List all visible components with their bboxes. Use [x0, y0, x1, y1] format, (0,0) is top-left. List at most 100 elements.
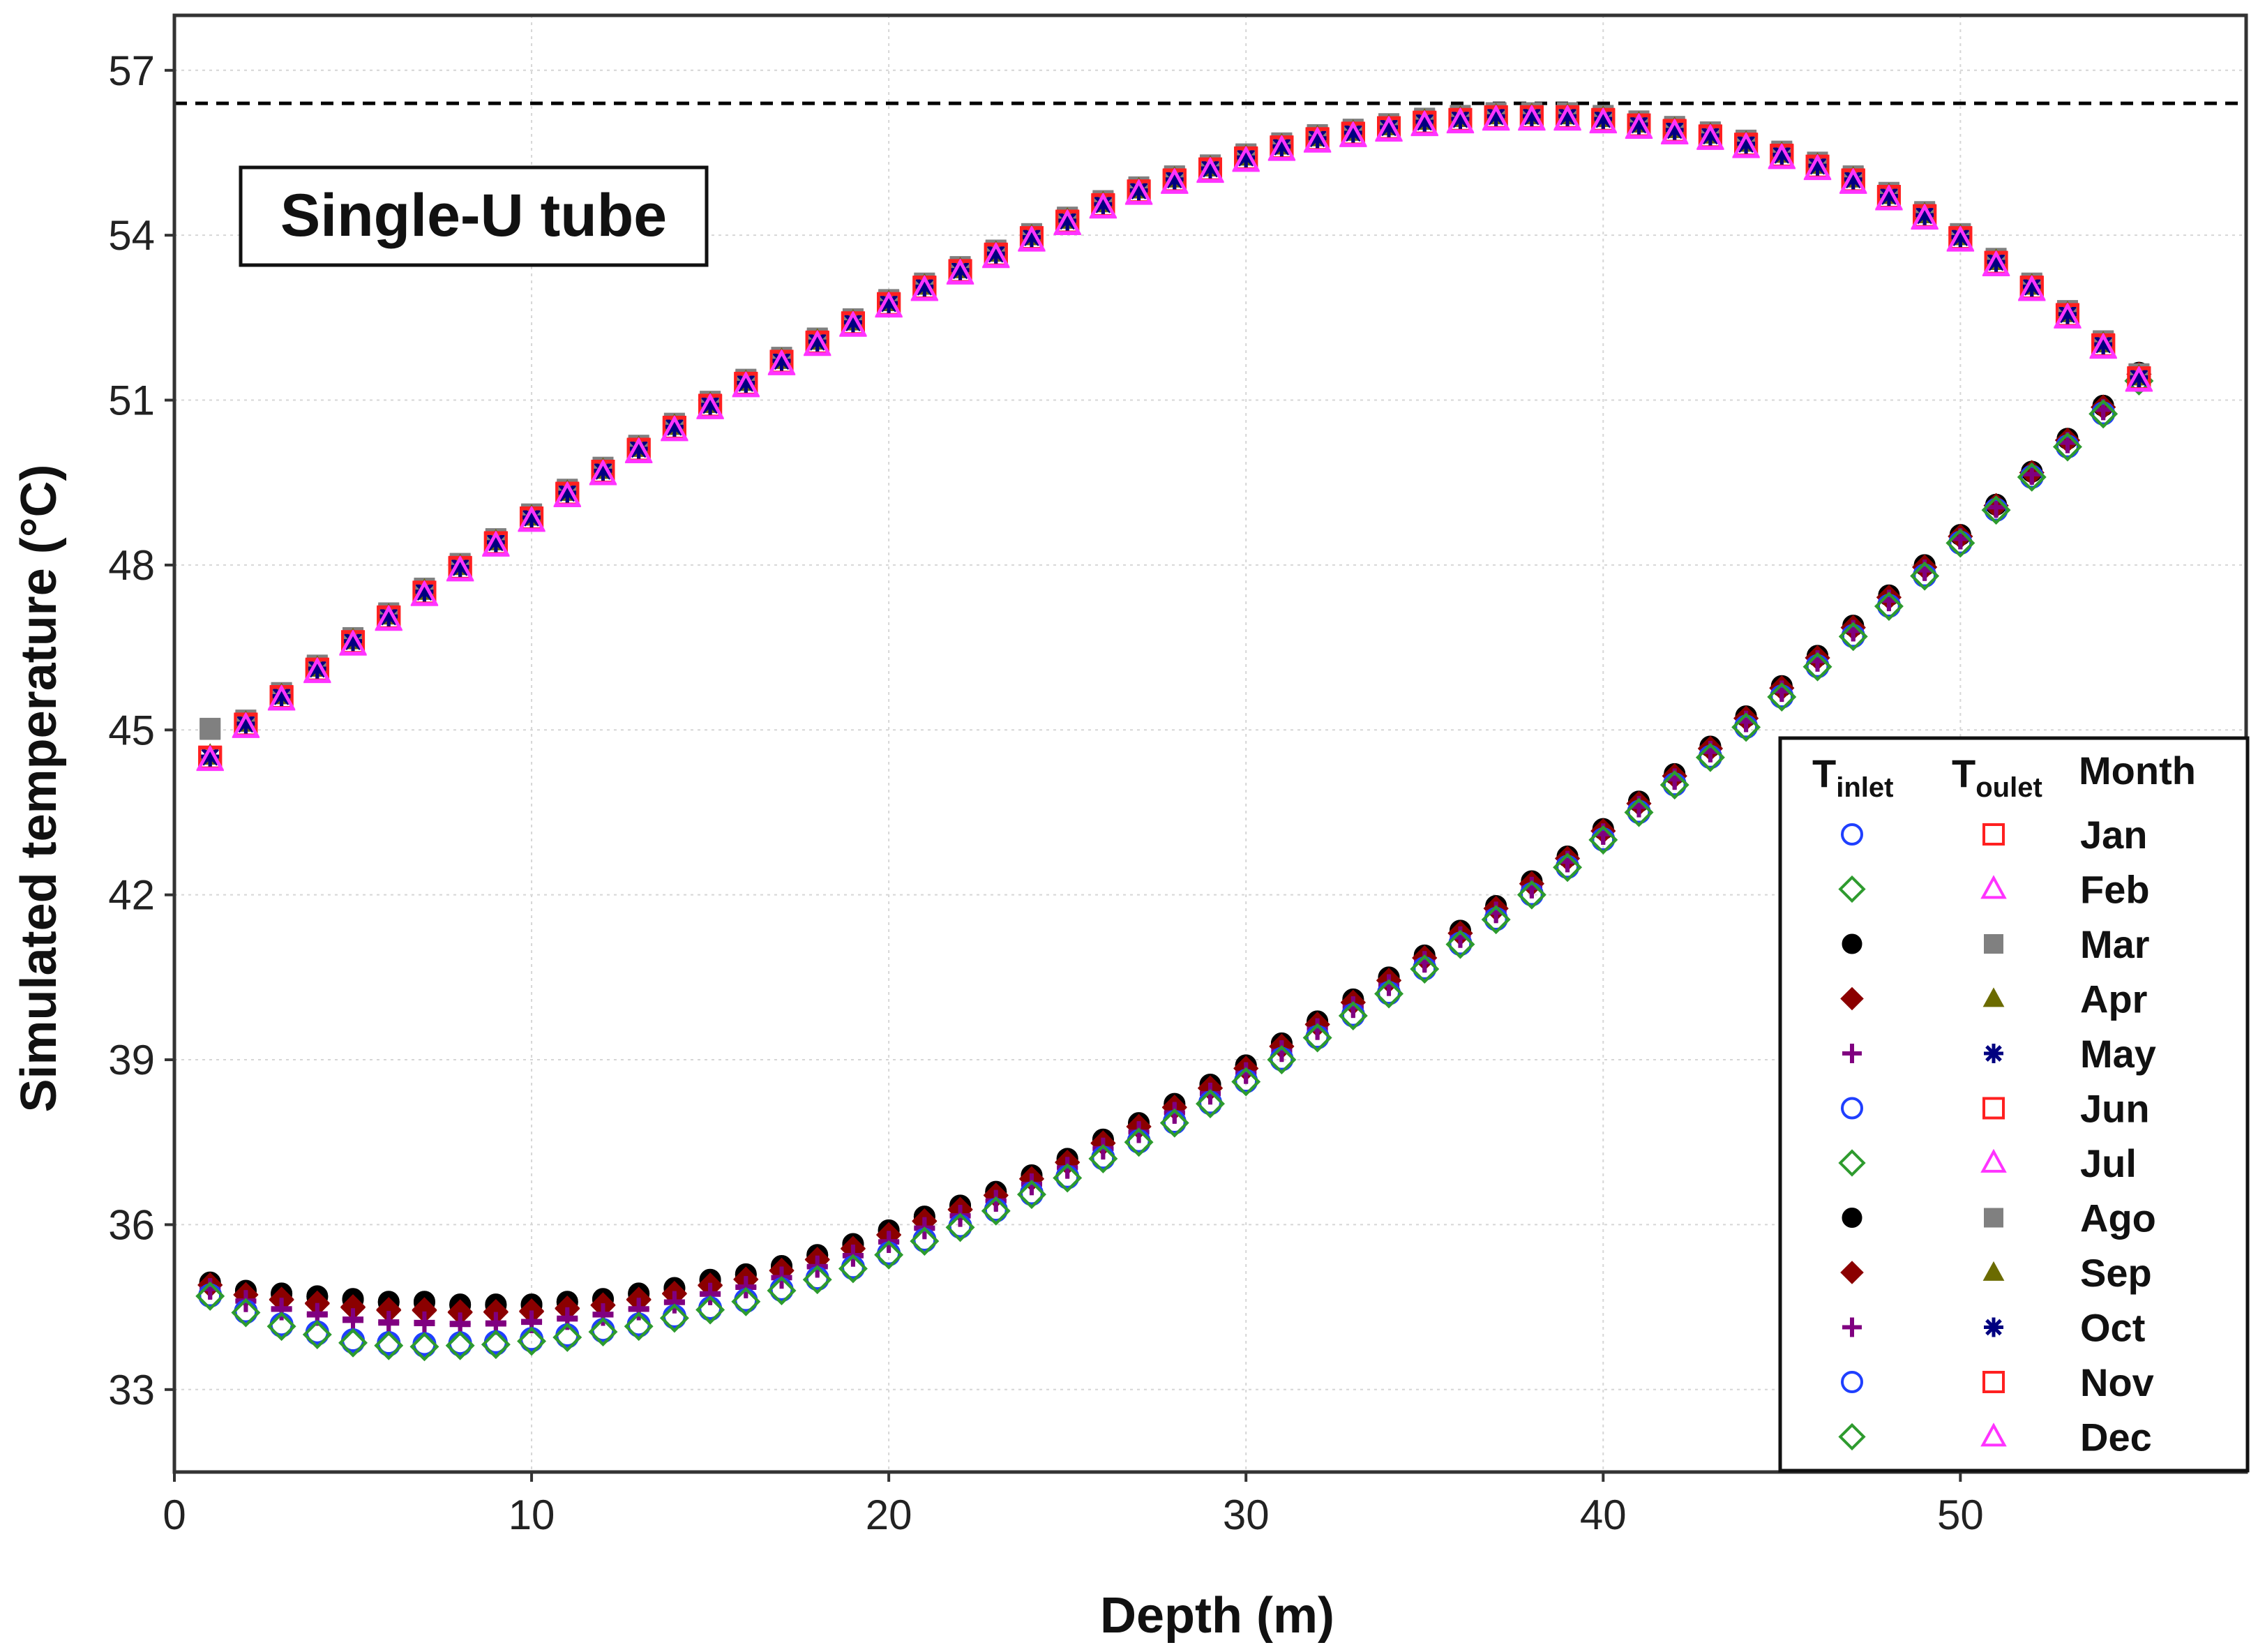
x-tick-label: 20 — [866, 1492, 912, 1538]
marker-shape — [1201, 160, 1219, 178]
marker-shape — [589, 460, 617, 486]
data-point-outlet-oct — [1235, 147, 1257, 169]
marker-shape — [2094, 336, 2112, 354]
marker-shape — [1767, 682, 1797, 712]
data-point-outlet-dec — [1625, 113, 1653, 140]
data-point-inlet-dec — [874, 1240, 903, 1270]
legend-marker-outlet — [1980, 1422, 2007, 1447]
legend-row-jul: Jul — [1838, 1141, 2137, 1185]
data-point-inlet-dec — [1302, 1023, 1332, 1053]
marker-shape — [1523, 107, 1541, 126]
data-point-inlet-oct — [378, 1313, 400, 1335]
data-point-outlet-dec — [232, 712, 260, 738]
marker-shape — [1517, 880, 1546, 910]
data-point-inlet-dec — [1410, 954, 1440, 984]
data-point-outlet-dec — [1803, 155, 1832, 181]
y-tick-label: 39 — [108, 1037, 155, 1083]
data-point-outlet-dec — [303, 657, 331, 684]
legend-row-dec: Dec — [1838, 1416, 2152, 1459]
data-point-inlet-dec — [767, 1276, 797, 1305]
marker-shape — [2053, 432, 2082, 462]
legend-label-sep: Sep — [2080, 1251, 2152, 1295]
data-point-inlet-dec — [910, 1226, 940, 1256]
marker-shape — [1982, 250, 2010, 277]
marker-shape — [624, 437, 653, 463]
legend-row-apr: Apr — [1840, 977, 2147, 1021]
legend-row-ago: Ago — [1842, 1196, 2156, 1240]
marker-shape — [767, 350, 796, 375]
y-tick-label: 51 — [108, 377, 155, 424]
y-tick-label: 48 — [108, 542, 155, 589]
marker-shape — [946, 259, 974, 285]
marker-shape — [1874, 592, 1904, 621]
marker-shape — [1018, 226, 1046, 252]
data-point-outlet-oct — [1378, 117, 1400, 138]
marker-shape — [1410, 110, 1439, 137]
marker-shape — [661, 416, 688, 442]
legend-marker-inlet — [1840, 986, 1864, 1011]
legend-marker-outlet — [1982, 987, 2005, 1007]
marker-shape — [1375, 116, 1403, 142]
data-point-outlet-dec — [1732, 133, 1760, 158]
marker-shape — [1841, 1097, 1863, 1120]
marker-shape — [2019, 465, 2044, 489]
data-point-inlet-dec — [1481, 905, 1511, 934]
data-point-inlet-dec — [1517, 880, 1546, 910]
marker-shape — [1058, 212, 1076, 230]
data-point-outlet-dec — [839, 311, 867, 337]
legend-label-jul: Jul — [2080, 1141, 2137, 1185]
marker-shape — [1946, 226, 1975, 252]
data-point-outlet-dec — [767, 350, 796, 375]
marker-shape — [910, 276, 939, 301]
data-point-outlet-dec — [661, 416, 688, 442]
marker-shape — [379, 608, 398, 626]
marker-shape — [915, 278, 933, 296]
marker-shape — [2023, 278, 2041, 296]
legend-label-nov: Nov — [2080, 1360, 2154, 1404]
data-point-inlet-dec — [695, 1295, 725, 1325]
marker-shape — [1731, 712, 1761, 742]
data-point-inlet-dec — [1981, 495, 2011, 525]
marker-shape — [767, 1276, 797, 1305]
data-point-inlet-dec — [624, 1312, 654, 1342]
marker-shape — [1023, 228, 1041, 246]
marker-shape — [1482, 105, 1510, 131]
marker-shape — [412, 1298, 437, 1323]
legend-row-mar: Mar — [1842, 922, 2150, 966]
data-point-outlet-dec — [1696, 124, 1724, 150]
data-point-outlet-dec — [267, 685, 296, 711]
marker-shape — [1553, 853, 1582, 883]
marker-shape — [1915, 206, 1934, 225]
marker-shape — [1451, 110, 1470, 128]
x-tick-label: 40 — [1580, 1492, 1627, 1538]
marker-shape — [2089, 333, 2118, 359]
data-point-outlet-dec — [910, 276, 939, 301]
marker-shape — [1911, 204, 1939, 230]
legend-marker-inlet — [1842, 933, 1862, 954]
data-point-inlet-dec — [1838, 622, 1868, 652]
marker-shape — [1701, 126, 1719, 145]
data-point-inlet-dec — [2088, 399, 2118, 429]
marker-shape — [1982, 823, 2005, 846]
data-point-inlet-dec — [409, 1332, 439, 1362]
marker-shape — [2088, 399, 2118, 429]
marker-shape — [201, 748, 219, 766]
legend-label-oct: Oct — [2080, 1306, 2145, 1350]
marker-shape — [695, 1295, 725, 1325]
marker-shape — [303, 657, 331, 684]
data-point-inlet-sep — [376, 1298, 402, 1323]
marker-shape — [517, 1326, 546, 1356]
data-point-inlet-dec — [302, 1320, 332, 1349]
data-point-outlet-dec — [1768, 144, 1796, 170]
marker-shape — [874, 1240, 903, 1270]
data-point-outlet-oct — [1950, 227, 1971, 248]
marker-shape — [236, 715, 255, 733]
marker-shape — [1232, 147, 1260, 172]
data-point-outlet-dec — [1517, 105, 1546, 131]
data-point-outlet-oct — [914, 276, 935, 298]
marker-shape — [1980, 875, 2007, 899]
legend-row-oct: Oct — [1842, 1306, 2145, 1350]
data-point-inlet-dec — [374, 1330, 404, 1360]
marker-shape — [266, 1312, 296, 1342]
